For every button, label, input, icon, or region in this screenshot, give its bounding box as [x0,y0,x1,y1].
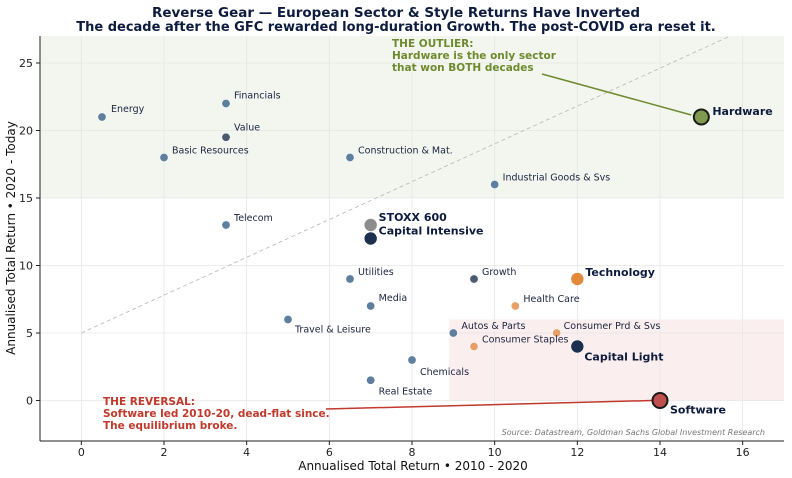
point-label-consumer-prd-svs: Consumer Prd & Svs [564,321,661,332]
y-axis-label: Annualised Total Return • 2020 - Today [4,121,18,355]
y-tick-label: 20 [19,125,33,138]
point-utilities [345,274,355,284]
point-value [221,132,231,142]
point-real-estate [366,375,376,385]
point-capital-light [570,339,585,354]
x-tick-label: 4 [243,446,250,459]
chart-subtitle: The decade after the GFC rewarded long-d… [76,20,716,35]
source-note: Source: Datastream, Goldman Sachs Global… [502,428,765,437]
outlier-pointer-line [541,73,692,116]
point-autos-parts [448,328,458,338]
x-tick-label: 6 [326,446,333,459]
point-label-basic-resources: Basic Resources [172,146,249,157]
point-consumer-prd-svs [552,328,562,338]
point-label-real-estate: Real Estate [379,386,433,397]
chart-title: Reverse Gear — European Sector & Style R… [152,5,640,21]
x-tick-label: 10 [488,446,502,459]
x-tick-label: 8 [409,446,416,459]
point-label-autos-parts: Autos & Parts [461,321,525,332]
point-label-industrial-goods-svs: Industrial Goods & Svs [503,173,611,184]
point-media [366,301,376,311]
point-label-travel-leisure: Travel & Leisure [294,325,371,336]
point-label-media: Media [379,293,408,304]
point-technology [570,272,585,286]
point-label-consumer-staples: Consumer Staples [482,335,569,346]
point-financials [221,99,231,109]
point-label-chemicals: Chemicals [420,367,469,378]
point-label-utilities: Utilities [358,267,394,278]
point-capital-intensive [363,231,378,246]
point-label-construction-mat: Construction & Mat. [358,146,453,157]
x-tick-label: 2 [161,446,168,459]
point-travel-leisure [283,314,293,324]
y-tick-label: 10 [19,260,33,273]
point-label-stoxx-600: STOXX 600 [379,211,447,224]
x-tick-label: 16 [736,446,750,459]
point-industrial-goods-svs [490,180,500,190]
point-growth [469,274,479,284]
plot-area: 0 2 4 6 8 10 12 14 16 0 5 10 15 20 25 Energy Financials V… [19,35,784,459]
point-label-growth: Growth [482,267,516,278]
point-stoxx-600 [363,218,378,232]
point-label-software: Software [670,404,726,417]
point-energy [97,112,107,122]
point-label-health-care: Health Care [523,294,579,305]
point-label-hardware: Hardware [712,105,772,118]
y-tick-label: 25 [19,57,33,70]
point-basic-resources [159,153,169,163]
reversal-pointer-line [325,399,653,410]
y-tick-label: 15 [19,192,33,205]
point-telecom [221,220,231,230]
point-software [651,392,669,409]
point-hardware [692,108,710,126]
point-label-telecom: Telecom [233,213,273,224]
point-label-technology: Technology [585,266,655,279]
x-tick-label: 14 [653,446,667,459]
outlier-annotation: THE OUTLIER: Hardware is the only sector t… [392,38,557,74]
point-health-care [510,301,520,311]
x-axis-label: Annualised Total Return • 2010 - 2020 [298,459,528,473]
point-label-value: Value [234,122,260,133]
point-chemicals [407,355,417,365]
point-consumer-staples [469,341,479,351]
point-label-energy: Energy [111,104,145,115]
y-tick-label: 0 [26,395,33,408]
reversal-annotation: THE REVERSAL: Software led 2010-20, dead-… [103,396,330,432]
point-label-capital-light: Capital Light [584,351,663,364]
x-tick-label: 12 [570,446,584,459]
point-label-capital-intensive: Capital Intensive [379,225,484,238]
point-construction-mat [345,153,355,163]
point-label-financials: Financials [234,91,281,102]
y-tick-label: 5 [26,327,33,340]
x-tick-label: 0 [78,446,85,459]
